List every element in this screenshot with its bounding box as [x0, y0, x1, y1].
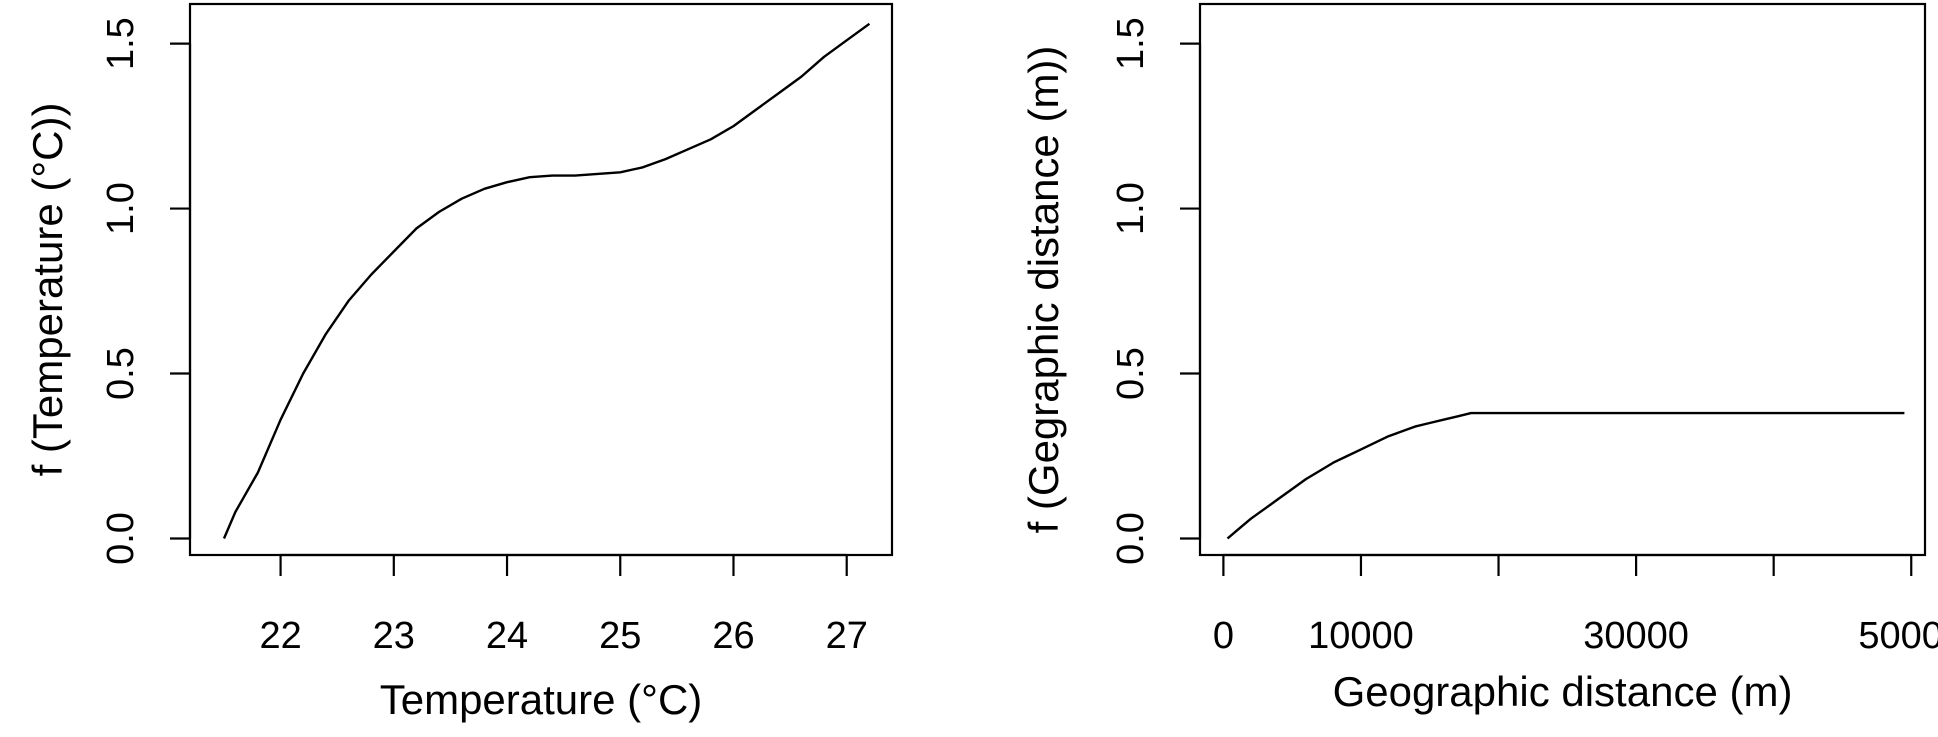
x-tick-label: 10000	[1308, 615, 1414, 657]
x-tick-label: 23	[373, 615, 415, 657]
x-tick-label: 22	[259, 615, 301, 657]
x-tick-label: 26	[712, 615, 754, 657]
x-axis-title: Temperature (°C)	[380, 676, 703, 723]
x-tick-label: 27	[826, 615, 868, 657]
y-tick-label: 1.5	[1110, 17, 1152, 70]
x-tick-label: 30000	[1583, 615, 1689, 657]
y-tick-label: 0.0	[1110, 512, 1152, 565]
y-axis-title: f (Gegraphic distance (m))	[1020, 46, 1067, 534]
y-tick-label: 0.5	[1110, 347, 1152, 400]
plot-frame	[1198, 2, 1927, 557]
temperature-panel: 22 23 24 25 26 27 0.0 0.5 1.0 1.5 Temperature (°C)…	[24, 2, 894, 723]
x-tick-label: 0	[1213, 615, 1234, 657]
y-tick-label: 1.5	[100, 17, 142, 70]
y-axis-title: f (Temperature (°C))	[24, 103, 71, 477]
x-tick-label: 24	[486, 615, 528, 657]
x-tick-label: 25	[599, 615, 641, 657]
x-axis-title: Geographic distance (m)	[1333, 668, 1793, 715]
series-line	[1226, 411, 1905, 540]
y-tick-label: 1.0	[100, 182, 142, 235]
series-line	[222, 22, 871, 539]
y-tick-label: 0.5	[100, 347, 142, 400]
y-tick-label: 0.0	[100, 512, 142, 565]
y-tick-label: 1.0	[1110, 182, 1152, 235]
